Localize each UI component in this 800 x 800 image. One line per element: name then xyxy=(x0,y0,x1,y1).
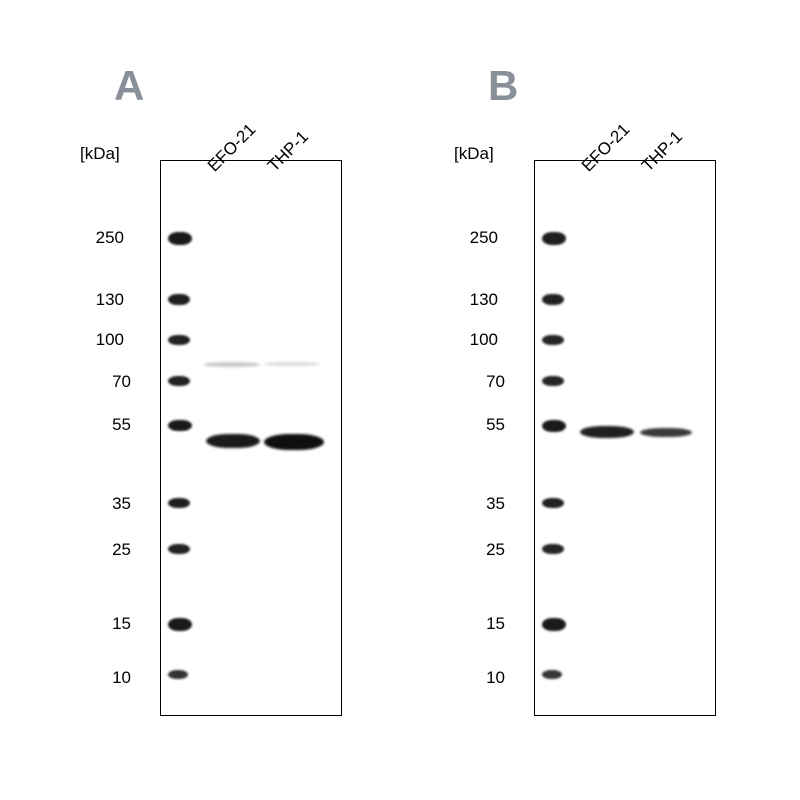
mw-marker-label: 35 xyxy=(91,494,131,514)
panel-label-a: A xyxy=(114,62,144,110)
ladder-band xyxy=(542,335,564,345)
ladder-band xyxy=(168,420,192,431)
mw-marker-label: 25 xyxy=(91,540,131,560)
ladder-band xyxy=(168,670,188,679)
mw-marker-label: 15 xyxy=(465,614,505,634)
sample-band xyxy=(580,426,634,438)
ladder-band xyxy=(542,294,564,305)
mw-marker-label: 250 xyxy=(84,228,124,248)
mw-marker-label: 130 xyxy=(458,290,498,310)
ladder-band xyxy=(168,294,190,305)
mw-marker-label: 55 xyxy=(465,415,505,435)
kda-unit-label: [kDa] xyxy=(80,144,120,164)
mw-marker-label: 70 xyxy=(465,372,505,392)
sample-band xyxy=(206,434,260,448)
ladder-band xyxy=(542,544,564,554)
mw-marker-label: 100 xyxy=(458,330,498,350)
ladder-band xyxy=(542,670,562,679)
sample-band xyxy=(264,434,324,450)
panel-label-b: B xyxy=(488,62,518,110)
ladder-band xyxy=(542,420,566,432)
ladder-band xyxy=(542,232,566,245)
mw-marker-label: 55 xyxy=(91,415,131,435)
ladder-band xyxy=(168,232,192,245)
ladder-band xyxy=(168,376,190,386)
sample-band xyxy=(204,362,260,367)
ladder-band xyxy=(168,544,190,554)
mw-marker-label: 15 xyxy=(91,614,131,634)
mw-marker-label: 100 xyxy=(84,330,124,350)
ladder-band xyxy=(168,335,190,345)
kda-unit-label: [kDa] xyxy=(454,144,494,164)
mw-marker-label: 10 xyxy=(91,668,131,688)
ladder-band xyxy=(168,498,190,508)
ladder-band xyxy=(542,498,564,508)
sample-band xyxy=(640,428,692,437)
sample-band xyxy=(264,362,320,366)
mw-marker-label: 70 xyxy=(91,372,131,392)
ladder-band xyxy=(542,618,566,631)
ladder-band xyxy=(168,618,192,631)
ladder-band xyxy=(542,376,564,386)
mw-marker-label: 35 xyxy=(465,494,505,514)
mw-marker-label: 250 xyxy=(458,228,498,248)
mw-marker-label: 10 xyxy=(465,668,505,688)
mw-marker-label: 130 xyxy=(84,290,124,310)
mw-marker-label: 25 xyxy=(465,540,505,560)
